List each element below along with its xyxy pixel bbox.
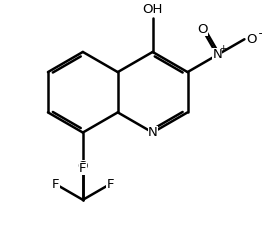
Text: F: F (106, 178, 114, 191)
Text: −: − (258, 29, 262, 39)
Text: N: N (212, 49, 222, 61)
Text: O: O (198, 23, 208, 36)
Text: O: O (246, 33, 256, 46)
Text: OH: OH (143, 4, 163, 16)
Text: N: N (148, 126, 157, 139)
Text: O: O (78, 160, 88, 173)
Text: +: + (219, 44, 227, 53)
Text: F: F (79, 162, 87, 175)
Text: F: F (52, 178, 59, 191)
